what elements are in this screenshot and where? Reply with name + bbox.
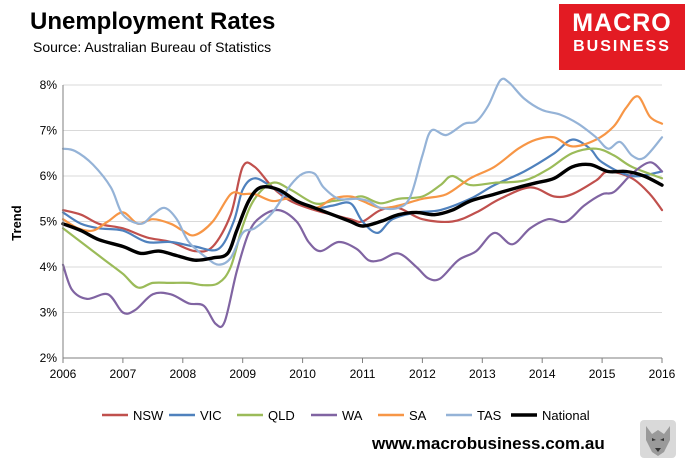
x-tick-label: 2010 bbox=[289, 367, 316, 381]
logo-line-1: MACRO bbox=[572, 9, 672, 37]
legend: NSW VIC QLD WA SA TAS National bbox=[102, 408, 590, 423]
legend-label-nsw: NSW bbox=[133, 408, 164, 423]
legend-label-sa: SA bbox=[409, 408, 427, 423]
macro-business-logo[interactable]: MACRO BUSINESS bbox=[559, 4, 685, 70]
series-line-national bbox=[61, 162, 664, 262]
x-tick-label: 2011 bbox=[350, 367, 376, 381]
series-line-sa bbox=[61, 95, 664, 237]
x-tick-label: 2013 bbox=[469, 367, 496, 381]
y-axis-label: Trend bbox=[9, 205, 24, 240]
y-tick-label: 8% bbox=[40, 78, 58, 92]
y-tick-label: 2% bbox=[40, 351, 58, 365]
legend-label-vic: VIC bbox=[200, 408, 222, 423]
x-tick-label: 2009 bbox=[229, 367, 256, 381]
legend-label-tas: TAS bbox=[477, 408, 502, 423]
chart-title: Unemployment Rates bbox=[30, 8, 276, 35]
series-line-tas bbox=[61, 77, 664, 266]
x-tick-label: 2012 bbox=[409, 367, 436, 381]
y-tick-label: 7% bbox=[40, 124, 58, 138]
axes bbox=[62, 85, 663, 363]
legend-label-wa: WA bbox=[342, 408, 363, 423]
y-tick-label: 3% bbox=[40, 306, 58, 320]
legend-label-qld: QLD bbox=[268, 408, 295, 423]
y-tick-label: 6% bbox=[40, 169, 58, 183]
y-tick-label: 5% bbox=[40, 215, 58, 229]
y-tick-label: 4% bbox=[40, 260, 58, 274]
x-tick-label: 2008 bbox=[169, 367, 196, 381]
x-tick-label: 2015 bbox=[589, 367, 616, 381]
tick-labels: 2% 3% 4% 5% 6% 7% 8% 2006 2007 2008 2009 2010 2011 20… bbox=[40, 78, 676, 381]
wolf-logo-icon bbox=[640, 420, 676, 458]
series-line-vic bbox=[61, 138, 664, 252]
x-tick-label: 2016 bbox=[649, 367, 676, 381]
logo-line-2: BUSINESS bbox=[573, 38, 671, 55]
x-tick-label: 2006 bbox=[50, 367, 77, 381]
chart-source: Source: Australian Bureau of Statistics bbox=[33, 39, 272, 55]
series-lines bbox=[61, 77, 664, 329]
legend-label-national: National bbox=[542, 408, 590, 423]
series-line-qld bbox=[61, 147, 664, 289]
x-tick-label: 2007 bbox=[110, 367, 137, 381]
series-line-wa bbox=[61, 161, 664, 329]
website-url[interactable]: www.macrobusiness.com.au bbox=[372, 434, 605, 453]
x-tick-label: 2014 bbox=[529, 367, 556, 381]
